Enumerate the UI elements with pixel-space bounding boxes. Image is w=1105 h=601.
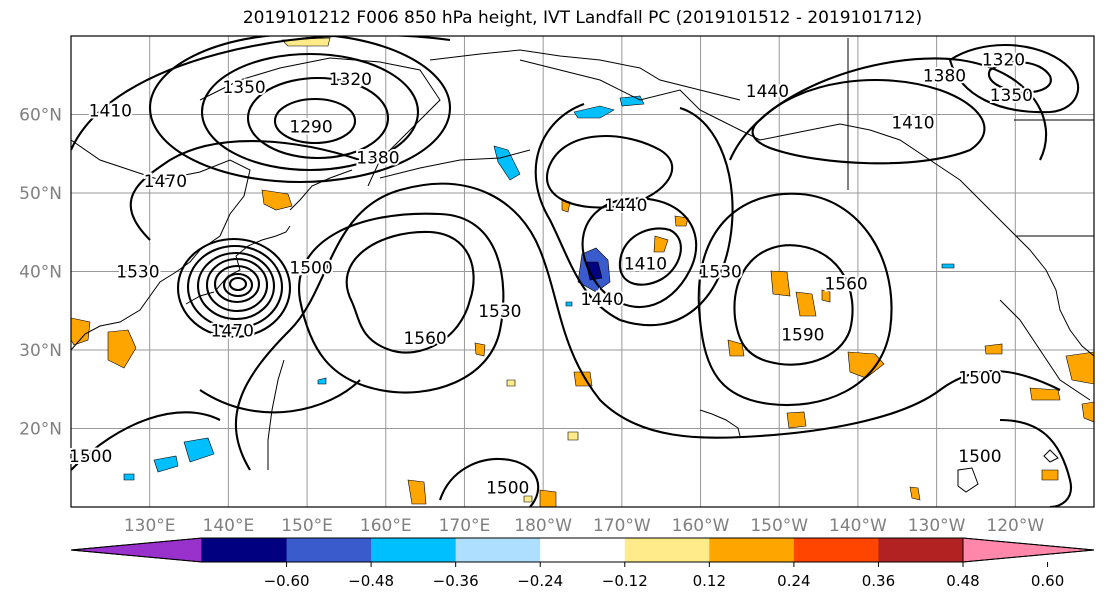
height-contours	[71, 36, 1080, 507]
colorbar-tick-label: −0.36	[433, 572, 479, 590]
longitude-label: 120°W	[986, 516, 1044, 536]
contour-label: 1500	[69, 447, 112, 467]
contour-label: 1470	[144, 172, 187, 192]
colorbar-segment	[540, 538, 626, 562]
ivt-shading	[71, 37, 1094, 507]
colorbar-segment	[286, 538, 372, 562]
colorbar-segment	[371, 538, 457, 562]
colorbar-tick-label: −0.60	[264, 572, 310, 590]
map-panel	[71, 36, 1094, 507]
colorbar-segment	[624, 538, 710, 562]
contour-label: 1530	[699, 263, 742, 283]
colorbar-tick-label: −0.12	[602, 572, 648, 590]
longitude-label-layer: 130°E 140°E 150°E 160°E 170°E 180°W 170°W 160°W…	[124, 516, 1045, 536]
longitude-label: 150°W	[750, 516, 808, 536]
contour-label: 1500	[958, 368, 1001, 388]
contour-label: 1350	[990, 86, 1033, 106]
contour-label: 1380	[356, 149, 399, 169]
colorbar-extend-high	[962, 537, 1095, 563]
contour-label: 1350	[222, 78, 265, 98]
longitude-label: 140°E	[203, 516, 255, 536]
contour-label: 1410	[624, 255, 667, 275]
map-frame	[70, 35, 1095, 508]
longitude-label: 170°W	[593, 516, 651, 536]
contour-label: 1500	[486, 478, 529, 498]
latitude-label: 20°N	[19, 420, 62, 440]
colorbar-segment	[202, 538, 288, 562]
longitude-label: 170°E	[439, 516, 491, 536]
colorbar-segment	[878, 538, 964, 562]
contour-label: 1560	[403, 329, 446, 349]
contour-label: 1440	[604, 196, 647, 216]
contour-label: 1410	[89, 102, 132, 122]
longitude-label: 160°W	[672, 516, 730, 536]
contour-label: 1320	[329, 70, 372, 90]
contour-label: 1470	[211, 321, 254, 341]
colorbar-tick-label: 0.36	[862, 572, 895, 590]
contour-label: 1530	[116, 263, 159, 283]
contour-label: 1440	[746, 82, 789, 102]
colorbar-tick-label: 0.12	[693, 572, 726, 590]
latitude-label-layer: 60°N 50°N 40°N 30°N 20°N	[19, 106, 62, 440]
contour-label: 1290	[289, 117, 332, 137]
latitude-label: 30°N	[19, 341, 62, 361]
colorbar-extend-low	[70, 537, 203, 563]
latitude-label: 50°N	[19, 184, 62, 204]
contour-label: 1380	[923, 66, 966, 86]
colorbar-segment	[455, 538, 541, 562]
colorbar-tick-label: −0.24	[517, 572, 563, 590]
longitude-label: 130°E	[124, 516, 176, 536]
longitude-label: 180°W	[514, 516, 572, 536]
contour-label: 1500	[958, 447, 1001, 467]
contour-label: 1320	[982, 51, 1025, 71]
latitude-label: 40°N	[19, 263, 62, 283]
colorbar-tick-label: 0.48	[946, 572, 979, 590]
colorbar-outline	[70, 537, 1095, 563]
longitude-label: 150°E	[281, 516, 333, 536]
longitude-label: 140°W	[829, 516, 887, 536]
contour-label: 1530	[478, 302, 521, 322]
contour-label: 1560	[824, 274, 867, 294]
longitude-label: 160°E	[360, 516, 412, 536]
colorbar-tick-label: −0.48	[348, 572, 394, 590]
colorbar-tick-label: 0.24	[777, 572, 810, 590]
contour-label: 1500	[289, 259, 332, 279]
colorbar: −0.60 −0.48 −0.36 −0.24 −0.12 0.12 0.24 0.36 0.4…	[70, 537, 1095, 590]
map-title: 2019101212 F006 850 hPa height, IVT Land…	[242, 8, 923, 28]
contour-label: 1590	[781, 325, 824, 345]
latitude-label: 60°N	[19, 106, 62, 126]
longitude-label: 130°W	[908, 516, 966, 536]
colorbar-tick-label: 0.60	[1031, 572, 1064, 590]
contour-label-layer: 1350 1320 1410 1290 1380 1470 1530 1500 1470 1560…	[67, 49, 1035, 501]
contour-label: 1410	[891, 113, 934, 133]
contour-label: 1440	[581, 290, 624, 310]
colorbar-segment	[709, 538, 795, 562]
colorbar-segment	[793, 538, 879, 562]
